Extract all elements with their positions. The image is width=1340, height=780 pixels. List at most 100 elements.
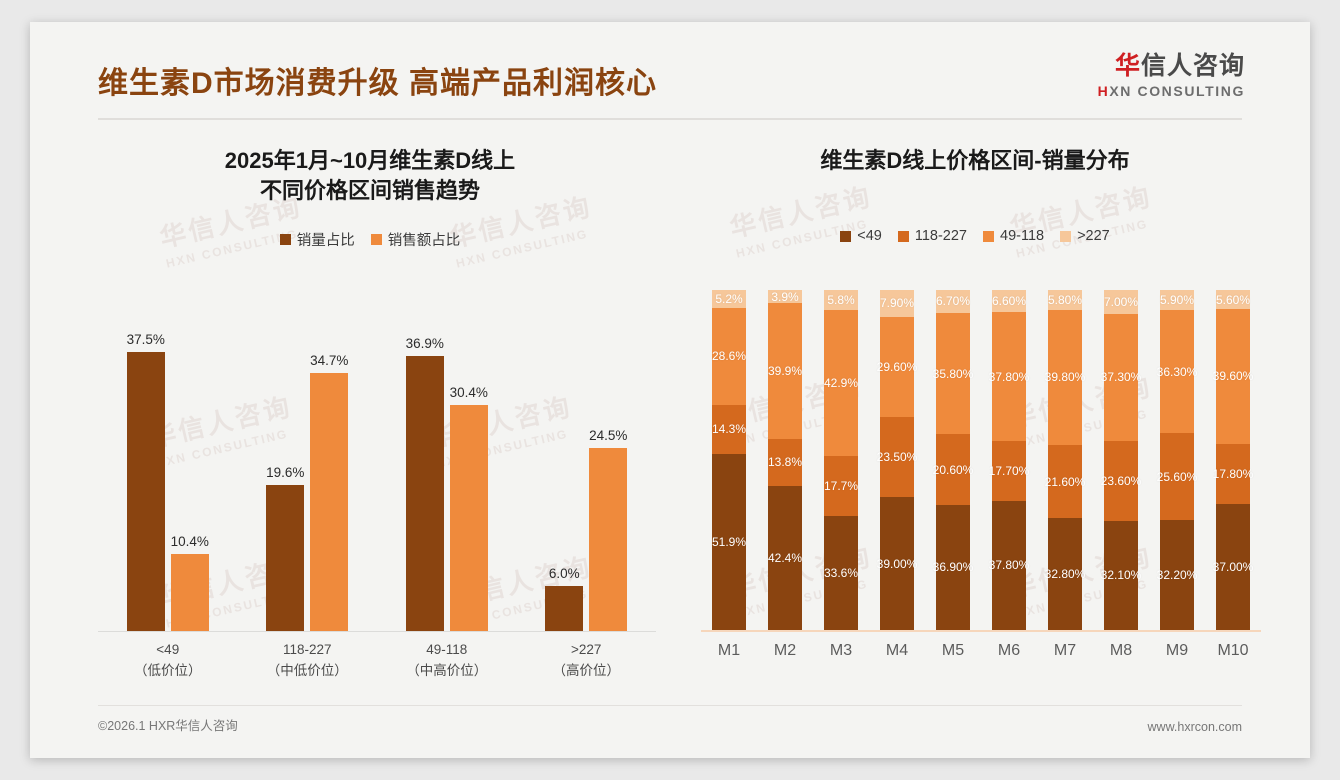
right-chart-segment[interactable]: 23.60% bbox=[1101, 440, 1141, 521]
left-chart-bar[interactable]: 6.0% bbox=[545, 291, 584, 631]
legend-label: 销售额占比 bbox=[387, 232, 461, 249]
right-chart-segment[interactable]: 5.90% bbox=[1159, 290, 1195, 311]
right-chart-segment[interactable]: 25.60% bbox=[1157, 433, 1197, 521]
right-chart-segment[interactable]: 14.3% bbox=[712, 404, 746, 454]
right-chart-segment[interactable]: 21.60% bbox=[1045, 445, 1085, 519]
left-chart-bar-group: 37.5% 10.4% bbox=[98, 291, 238, 631]
right-chart-segment[interactable]: 39.9% bbox=[768, 303, 802, 439]
right-chart-segment[interactable]: 17.80% bbox=[1213, 443, 1253, 505]
left-chart-x-tick: 118-227 （中低价位） bbox=[238, 640, 378, 682]
right-chart-legend: <49 118-227 49-118 >227 bbox=[675, 228, 1275, 244]
right-chart-stacked-column[interactable]: 6.70% 35.80% 20.60% 36.90% bbox=[933, 290, 973, 630]
right-chart-stacked-column[interactable]: 5.8% 42.9% 17.7% 33.6% bbox=[824, 290, 858, 630]
left-chart-legend-item[interactable]: 销售额占比 bbox=[370, 229, 461, 250]
right-chart-segment[interactable]: 39.80% bbox=[1045, 309, 1085, 446]
right-chart-title: 维生素D线上价格区间-销量分布 bbox=[675, 146, 1275, 176]
right-chart-segment[interactable]: 3.9% bbox=[768, 289, 802, 304]
right-chart-segment-label: 37.80% bbox=[988, 558, 1030, 573]
legend-label: <49 bbox=[857, 228, 882, 245]
right-chart-segment[interactable]: 23.50% bbox=[877, 417, 917, 498]
right-chart-segment[interactable]: 39.60% bbox=[1213, 309, 1253, 444]
left-chart-bar[interactable]: 36.9% bbox=[406, 291, 444, 631]
right-chart-segment[interactable]: 32.10% bbox=[1101, 520, 1141, 630]
right-chart-segment[interactable]: 36.90% bbox=[933, 504, 973, 630]
left-chart-title-line1: 2025年1月~10月维生素D线上 bbox=[224, 148, 516, 173]
right-chart-segment[interactable]: 7.00% bbox=[1104, 290, 1138, 314]
right-chart-segment[interactable]: 6.60% bbox=[992, 290, 1026, 313]
right-chart-segment[interactable]: 6.70% bbox=[936, 290, 970, 313]
right-chart-x-tick: M9 bbox=[1165, 642, 1189, 659]
right-chart-segment-label: 42.4% bbox=[767, 550, 803, 565]
legend-label: 49-118 bbox=[1000, 228, 1045, 245]
left-chart-value-label: 6.0% bbox=[548, 566, 580, 582]
right-chart-segment-label: 42.9% bbox=[823, 375, 859, 390]
right-chart-segment[interactable]: 5.60% bbox=[1216, 290, 1250, 310]
right-chart-stacked-column[interactable]: 7.00% 37.30% 23.60% 32.10% bbox=[1101, 290, 1141, 630]
right-chart-segment[interactable]: 7.90% bbox=[880, 290, 914, 317]
right-chart-segment[interactable]: 5.2% bbox=[712, 290, 746, 308]
right-chart-segment[interactable]: 5.80% bbox=[1048, 290, 1082, 310]
right-chart-segment[interactable]: 20.60% bbox=[933, 434, 973, 505]
left-chart-legend: 销量占比 销售额占比 bbox=[70, 229, 670, 250]
left-chart-bar[interactable]: 24.5% bbox=[589, 291, 627, 631]
right-chart-segment[interactable]: 29.60% bbox=[877, 316, 917, 418]
right-chart-segment[interactable]: 42.9% bbox=[823, 309, 859, 456]
legend-swatch-icon bbox=[1060, 230, 1072, 242]
left-chart-bar[interactable]: 30.4% bbox=[450, 291, 488, 631]
right-chart-segment[interactable]: 36.30% bbox=[1157, 310, 1197, 434]
right-chart-segment[interactable]: 33.6% bbox=[824, 515, 858, 630]
left-chart-bar-group: 36.9% 30.4% bbox=[377, 291, 517, 631]
right-chart-x-tick: M4 bbox=[885, 642, 909, 659]
left-chart-bar[interactable]: 19.6% bbox=[266, 291, 304, 631]
left-chart-legend-item[interactable]: 销量占比 bbox=[279, 229, 355, 250]
right-chart-segment-label: 6.70% bbox=[935, 294, 971, 309]
right-chart-segment-label: 17.80% bbox=[1212, 466, 1254, 481]
right-chart-segment-label: 37.00% bbox=[1212, 560, 1254, 575]
right-chart-segment[interactable]: 37.30% bbox=[1101, 313, 1141, 441]
right-chart-segment-label: 39.9% bbox=[767, 364, 803, 379]
left-chart-value-label: 10.4% bbox=[170, 533, 209, 549]
right-chart-segment[interactable]: 13.8% bbox=[767, 438, 803, 486]
right-chart-stacked-column[interactable]: 5.90% 36.30% 25.60% 32.20% bbox=[1157, 290, 1197, 630]
left-chart-bar-fill bbox=[405, 356, 444, 631]
right-chart-segment-label: 13.8% bbox=[767, 455, 803, 470]
left-chart-value-label: 36.9% bbox=[405, 336, 444, 352]
right-chart-segment[interactable]: 35.80% bbox=[933, 312, 973, 435]
left-chart-bar[interactable]: 37.5% bbox=[127, 291, 165, 631]
right-chart-segment[interactable]: 42.4% bbox=[767, 485, 803, 630]
legend-label: >227 bbox=[1077, 228, 1110, 245]
right-chart-legend-item[interactable]: <49 bbox=[840, 228, 882, 244]
right-chart-segment-label: 5.90% bbox=[1159, 293, 1195, 308]
right-chart-segment[interactable]: 51.9% bbox=[712, 453, 746, 630]
right-chart-segment[interactable]: 37.80% bbox=[989, 501, 1029, 630]
left-chart-bar-fill bbox=[310, 372, 349, 631]
left-chart-bar-group: 6.0% 24.5% bbox=[517, 291, 657, 631]
right-chart-stacked-column[interactable]: 5.80% 39.80% 21.60% 32.80% bbox=[1045, 290, 1085, 630]
right-chart-segment[interactable]: 5.8% bbox=[824, 290, 858, 310]
right-chart-segment[interactable]: 17.7% bbox=[824, 455, 858, 516]
right-chart-stacked-column[interactable]: 6.60% 37.80% 17.70% 37.80% bbox=[989, 290, 1029, 630]
right-chart-segment-label: 32.80% bbox=[1044, 567, 1086, 582]
right-chart-segment[interactable]: 37.00% bbox=[1213, 504, 1253, 630]
right-chart-segment[interactable]: 32.80% bbox=[1045, 518, 1085, 630]
legend-swatch-icon bbox=[983, 230, 994, 242]
footer-divider bbox=[98, 705, 1242, 706]
right-chart-legend-item[interactable]: 49-118 bbox=[983, 228, 1044, 244]
right-chart-segment[interactable]: 39.00% bbox=[877, 497, 917, 630]
right-chart-segment-label: 3.9% bbox=[771, 289, 799, 304]
right-chart-segment[interactable]: 17.70% bbox=[989, 440, 1029, 502]
right-chart-legend-item[interactable]: >227 bbox=[1060, 228, 1110, 244]
right-chart-stacked-column[interactable]: 5.2% 28.6% 14.3% 51.9% bbox=[712, 290, 746, 630]
left-chart-bar-group: 19.6% 34.7% bbox=[238, 291, 378, 631]
left-chart-bar[interactable]: 34.7% bbox=[310, 291, 348, 631]
legend-swatch-icon bbox=[840, 230, 852, 242]
right-chart-segment[interactable]: 37.80% bbox=[989, 312, 1029, 441]
left-chart-bar[interactable]: 10.4% bbox=[171, 291, 209, 631]
right-chart-segment[interactable]: 28.6% bbox=[712, 307, 746, 405]
right-chart-stacked-column[interactable]: 5.60% 39.60% 17.80% 37.00% bbox=[1213, 290, 1253, 630]
right-chart-legend-item[interactable]: 118-227 bbox=[897, 228, 967, 244]
left-chart-bar-fill bbox=[266, 484, 305, 631]
right-chart-stacked-column[interactable]: 3.9% 39.9% 13.8% 42.4% bbox=[768, 290, 802, 630]
right-chart-stacked-column[interactable]: 7.90% 29.60% 23.50% 39.00% bbox=[877, 290, 917, 630]
right-chart-segment[interactable]: 32.20% bbox=[1157, 520, 1197, 630]
